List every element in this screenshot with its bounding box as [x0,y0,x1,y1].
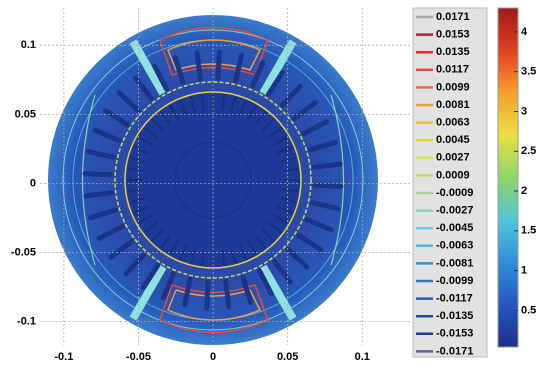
y-tick-label: 0.1 [21,39,36,51]
legend-label: -0.0171 [436,345,473,357]
colorbar-tick-label: 2.5 [521,145,536,157]
legend-label: 0.0063 [436,117,470,129]
colorbar-tick-label: 0.5 [521,304,536,316]
legend-label: 0.0171 [436,11,470,23]
colorbar-tick-label: 1 [521,265,527,277]
stator-slot [315,185,341,186]
chart: -0.1 -0.05 0 0.05 0.1 -0.1 -0.05 0 0.05 0.1 0.017… [0,0,539,367]
legend-label: -0.0153 [436,328,473,340]
stator-slot [197,53,200,79]
legend-label: 0.0099 [436,81,470,93]
y-tick-label: 0.05 [15,108,36,120]
x-tick-label: -0.05 [126,351,151,363]
colorbar-tick-label: 1.5 [521,225,536,237]
legend-label: -0.0081 [436,257,473,269]
stator-slot [226,281,229,307]
legend-label: -0.0027 [436,205,473,217]
legend-label: -0.0045 [436,222,473,234]
legend-label: 0.0117 [436,64,469,76]
x-tick-label: 0.1 [355,351,370,363]
legend-label: 0.0153 [436,29,470,41]
x-tick-label: -0.1 [54,351,73,363]
stator-slot [85,174,111,175]
stator-slot [218,52,219,78]
y-tick-label: -0.1 [17,315,36,327]
colorbar-tick-label: 3.5 [521,66,536,78]
legend-label: 0.0081 [436,99,470,111]
legend-label: -0.0135 [436,310,473,322]
x-tick-label: 0 [210,351,216,363]
legend-label: 0.0009 [436,169,470,181]
legend-label: 0.0045 [436,134,470,146]
legend-label: 0.0027 [436,152,470,164]
stator-slot [314,164,340,167]
stator-slot [86,193,112,196]
colorbar-tick-label: 4 [521,26,528,38]
colorbar [498,8,518,347]
legend-label: -0.0063 [436,240,473,252]
y-tick-label: 0 [30,177,36,189]
colorbar-tick-label: 2 [521,185,527,197]
legend-label: -0.0009 [436,187,473,199]
legend-label: 0.0135 [436,46,470,58]
stator-slot [207,282,208,308]
x-tick-label: 0.05 [277,351,298,363]
page: -0.1 -0.05 0 0.05 0.1 -0.1 -0.05 0 0.05 0.1 0.017… [0,0,539,367]
legend-box [413,8,487,357]
legend-label: -0.0099 [436,275,473,287]
legend-label: -0.0117 [436,293,473,305]
colorbar-tick-label: 3 [521,105,527,117]
y-tick-label: -0.05 [11,246,36,258]
